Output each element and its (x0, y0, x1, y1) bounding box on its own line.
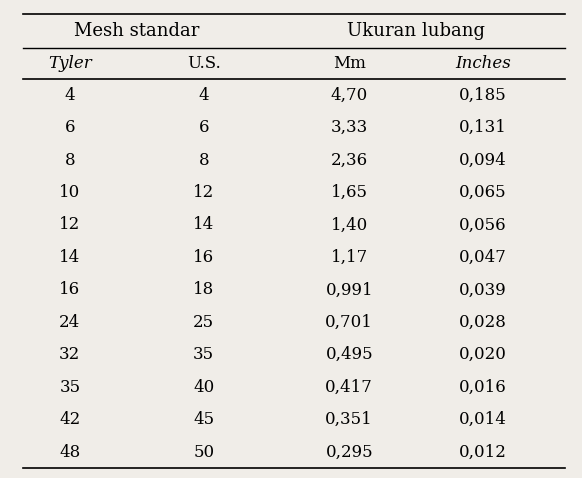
Text: 0,028: 0,028 (459, 314, 507, 331)
Text: Tyler: Tyler (48, 55, 92, 72)
Text: 0,012: 0,012 (459, 444, 507, 461)
Text: 45: 45 (193, 411, 214, 428)
Text: 50: 50 (193, 444, 214, 461)
Text: 0,094: 0,094 (459, 152, 507, 169)
Text: 1,65: 1,65 (331, 184, 368, 201)
Text: 35: 35 (59, 379, 80, 396)
Text: 0,056: 0,056 (459, 217, 507, 233)
Text: 42: 42 (59, 411, 80, 428)
Text: 12: 12 (193, 184, 214, 201)
Text: U.S.: U.S. (187, 55, 221, 72)
Text: 0,131: 0,131 (459, 119, 507, 136)
Text: 8: 8 (65, 152, 75, 169)
Text: 18: 18 (193, 282, 214, 298)
Text: 0,014: 0,014 (459, 411, 507, 428)
Text: 24: 24 (59, 314, 80, 331)
Text: 0,701: 0,701 (325, 314, 373, 331)
Text: 0,351: 0,351 (325, 411, 373, 428)
Text: 2,36: 2,36 (331, 152, 368, 169)
Text: 0,417: 0,417 (325, 379, 373, 396)
Text: 14: 14 (193, 217, 214, 233)
Text: 1,40: 1,40 (331, 217, 368, 233)
Text: Ukuran lubang: Ukuran lubang (347, 22, 485, 40)
Text: Inches: Inches (455, 55, 511, 72)
Text: 16: 16 (59, 282, 80, 298)
Text: 10: 10 (59, 184, 80, 201)
Text: 3,33: 3,33 (331, 119, 368, 136)
Text: 0,020: 0,020 (459, 347, 507, 363)
Text: 35: 35 (193, 347, 214, 363)
Text: 14: 14 (59, 249, 80, 266)
Text: 0,495: 0,495 (325, 347, 373, 363)
Text: 0,185: 0,185 (459, 87, 507, 104)
Text: 40: 40 (193, 379, 214, 396)
Text: 12: 12 (59, 217, 80, 233)
Text: 32: 32 (59, 347, 80, 363)
Text: 0,016: 0,016 (459, 379, 507, 396)
Text: 25: 25 (193, 314, 214, 331)
Text: 0,991: 0,991 (325, 282, 373, 298)
Text: 16: 16 (193, 249, 214, 266)
Text: 4,70: 4,70 (331, 87, 368, 104)
Text: Mm: Mm (333, 55, 365, 72)
Text: 48: 48 (59, 444, 80, 461)
Text: 4: 4 (65, 87, 75, 104)
Text: 0,065: 0,065 (459, 184, 507, 201)
Text: 6: 6 (65, 119, 75, 136)
Text: 0,295: 0,295 (325, 444, 373, 461)
Text: Mesh standar: Mesh standar (74, 22, 200, 40)
Text: 1,17: 1,17 (331, 249, 368, 266)
Text: 8: 8 (198, 152, 209, 169)
Text: 4: 4 (198, 87, 209, 104)
Text: 0,039: 0,039 (459, 282, 507, 298)
Text: 0,047: 0,047 (459, 249, 507, 266)
Text: 6: 6 (198, 119, 209, 136)
